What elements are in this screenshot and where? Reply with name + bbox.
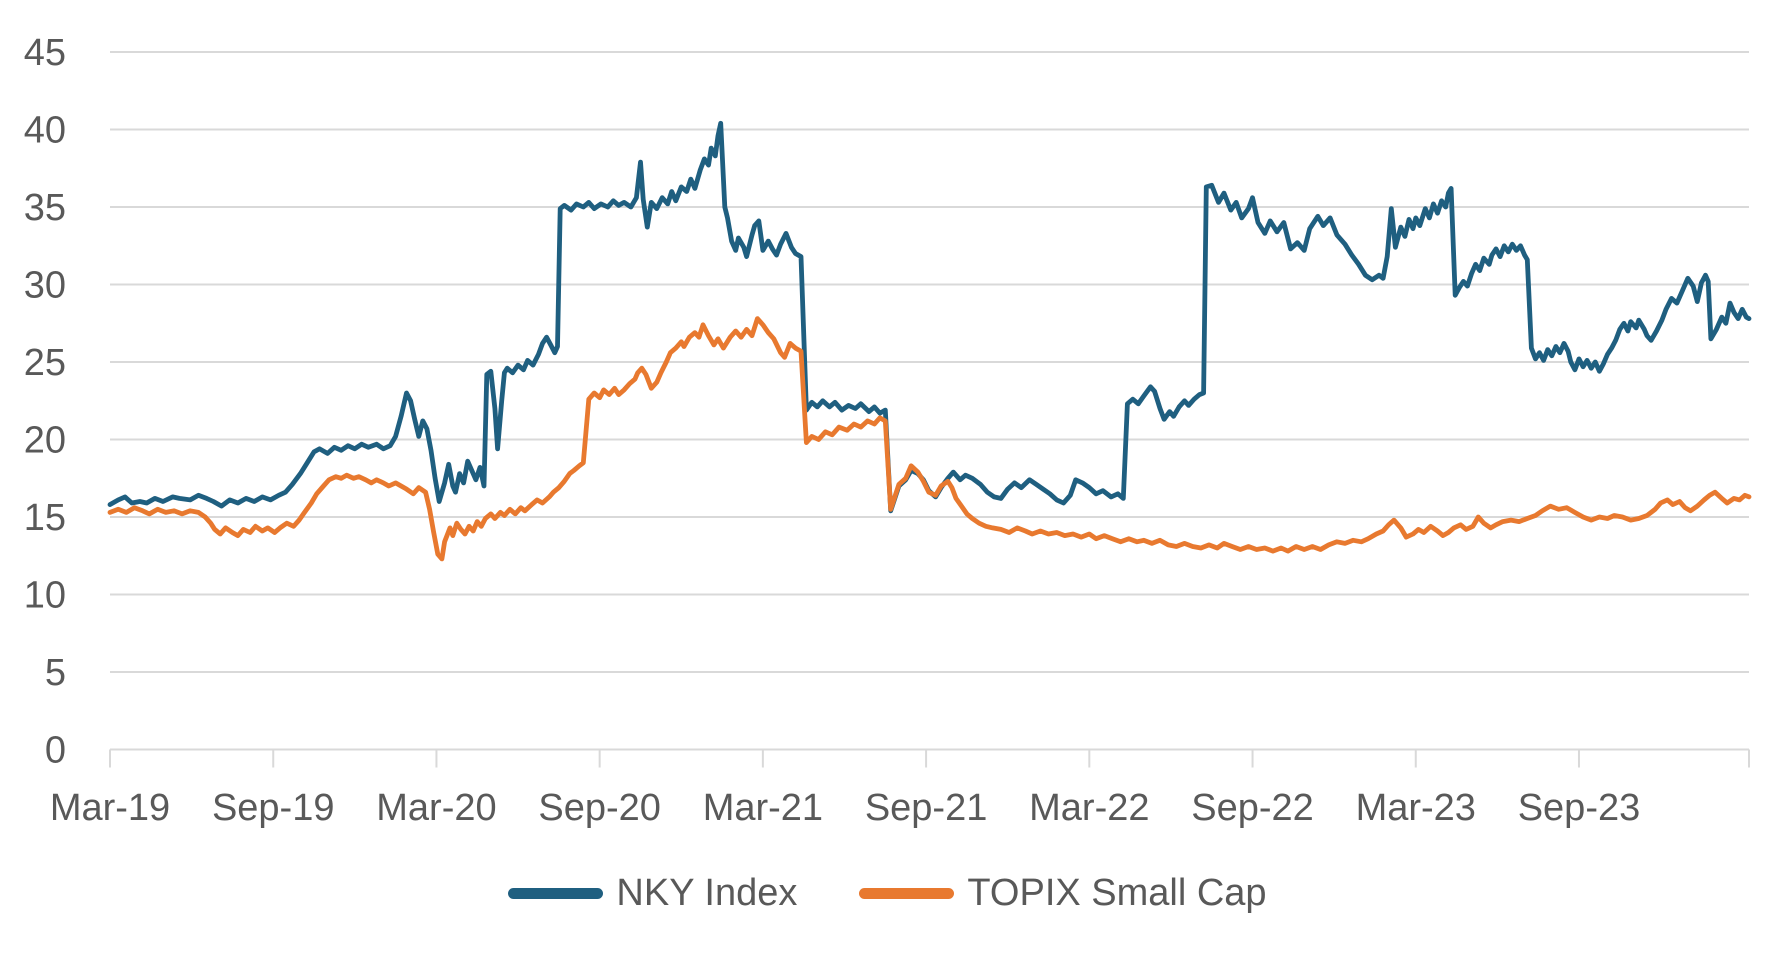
legend-entry: TOPIX Small Cap	[859, 872, 1267, 914]
topix-small-cap-line	[107, 316, 1752, 562]
x-axis-labels: Mar-19 Sep-19 Mar-20 Sep-20 Mar-21 Sep-21 Mar-…	[50, 787, 1640, 829]
x-axis-tick-label: Mar-23	[1356, 787, 1476, 829]
y-axis-tick-label: 0	[45, 730, 66, 772]
legend-label: TOPIX Small Cap	[967, 872, 1267, 914]
x-axis	[109, 748, 1750, 768]
nky-index-line	[107, 120, 1752, 514]
x-axis-tick-label: Mar-21	[703, 787, 823, 829]
x-axis-tick-label: Mar-19	[50, 787, 170, 829]
y-axis-tick-label: 20	[24, 420, 66, 462]
x-axis-tick-label: Sep-21	[865, 787, 988, 829]
series-lines	[107, 120, 1752, 562]
legend-swatch-icon	[859, 887, 955, 899]
y-axis-tick-label: 45	[24, 32, 66, 74]
y-axis-tick-label: 40	[24, 110, 66, 152]
legend: NKY Index TOPIX Small Cap	[0, 874, 1775, 912]
x-axis-tick-label: Sep-19	[212, 787, 335, 829]
legend-swatch-icon	[508, 887, 604, 899]
x-axis-tick-label: Sep-23	[1518, 787, 1641, 829]
y-axis-tick-label: 5	[45, 652, 66, 694]
legend-label: NKY Index	[616, 872, 798, 914]
y-axis-tick-label: 25	[24, 342, 66, 384]
x-axis-tick-label: Sep-20	[538, 787, 661, 829]
y-axis-labels: 0 5 10 15 20 25 30 35 40 45	[24, 32, 66, 772]
gridlines	[110, 51, 1749, 751]
y-axis-tick-label: 10	[24, 575, 66, 617]
x-axis-tick-label: Mar-20	[376, 787, 496, 829]
x-axis-tick-label: Sep-22	[1191, 787, 1314, 829]
x-axis-tick-label: Mar-22	[1029, 787, 1149, 829]
legend-entry: NKY Index	[508, 874, 797, 912]
y-axis-tick-label: 35	[24, 187, 66, 229]
y-axis-tick-label: 30	[24, 265, 66, 307]
y-axis-tick-label: 15	[24, 497, 66, 539]
